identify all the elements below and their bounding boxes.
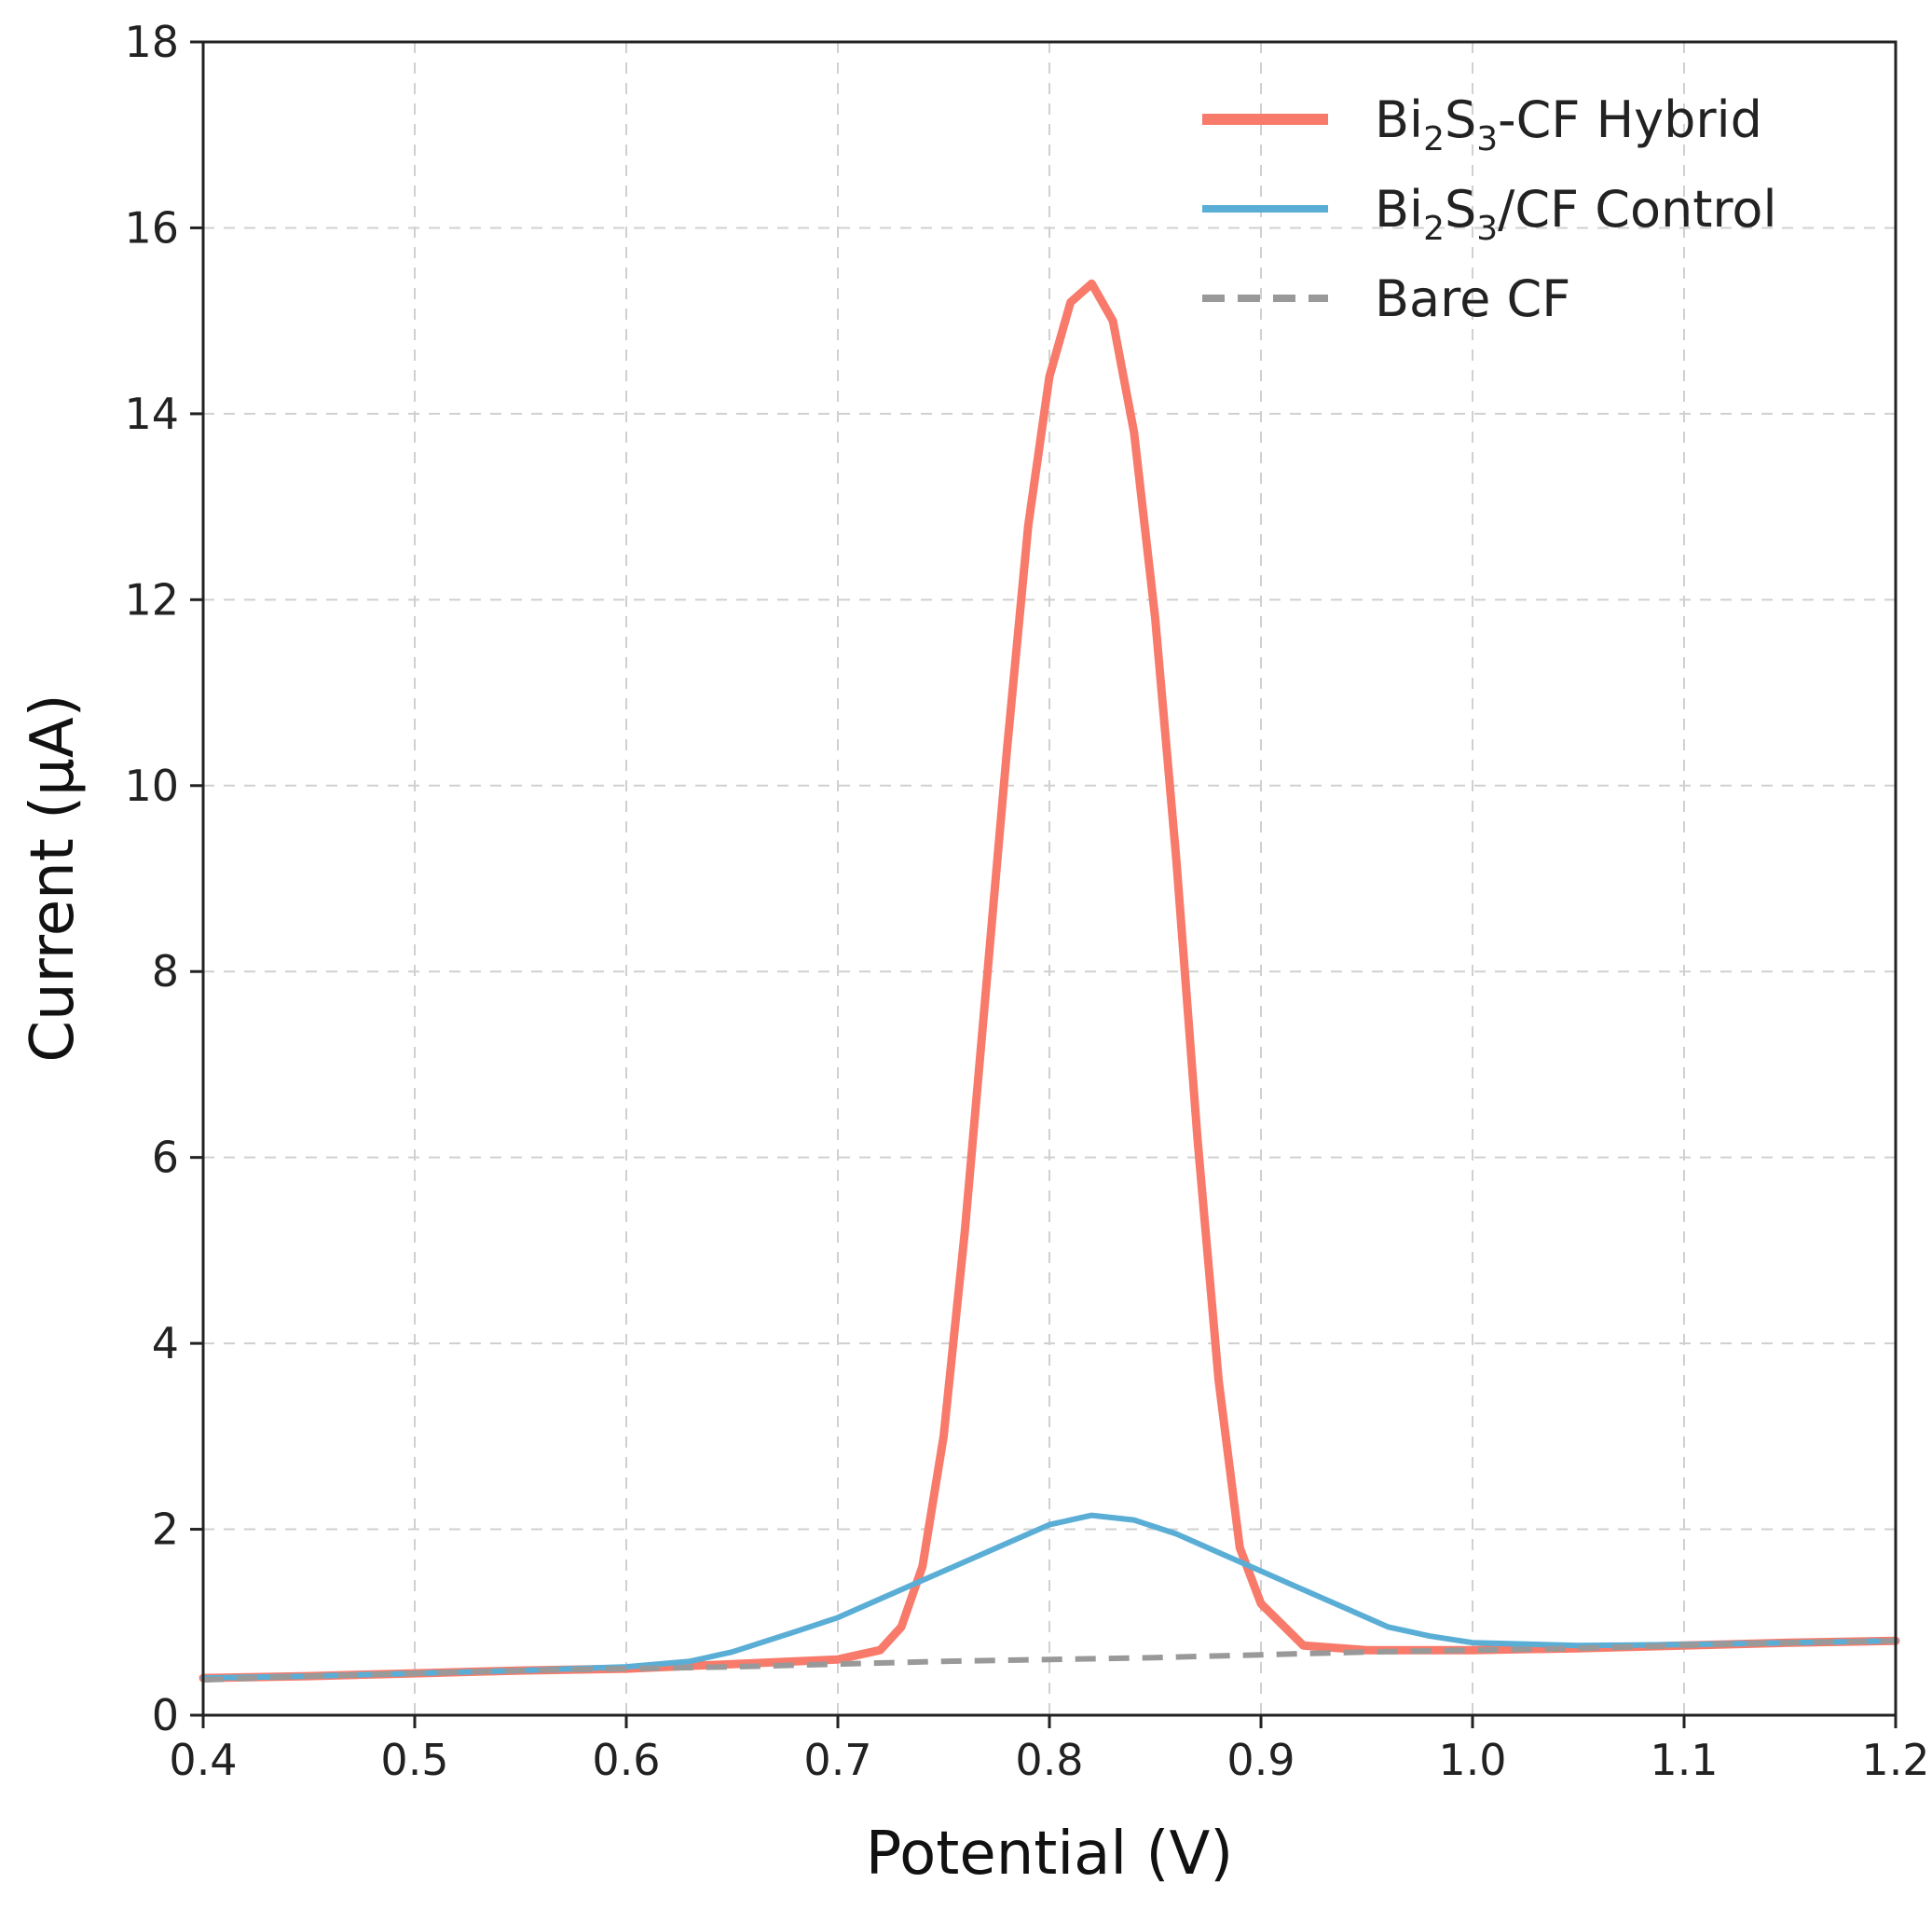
grid-layer [203, 42, 1896, 1715]
tick-layer: 0.4 0.5 0.6 0.7 0.8 0.9 1.0 1.1 1.2 0 2 4 6 8 10 12 14 16… [124, 17, 1929, 1785]
x-tick-label: 0.4 [169, 1735, 237, 1785]
x-tick-label: 1.2 [1861, 1735, 1929, 1785]
y-tick-label: 4 [152, 1318, 179, 1368]
y-tick-label: 6 [152, 1133, 179, 1183]
y-tick-label: 14 [124, 389, 179, 439]
y-tick-label: 10 [124, 761, 179, 811]
x-tick-label: 0.6 [592, 1735, 660, 1785]
legend-label-0: Bi2S3-CF Hybrid [1375, 90, 1762, 158]
legend: Bi2S3-CF Hybrid Bi2S3/CF Control Bare CF [1202, 90, 1776, 328]
x-tick-label: 1.1 [1650, 1735, 1718, 1785]
legend-label-1: Bi2S3/CF Control [1375, 180, 1776, 248]
y-tick-label: 2 [152, 1505, 179, 1555]
y-tick-label: 12 [124, 574, 179, 625]
y-tick-label: 0 [152, 1690, 179, 1740]
y-tick-label: 8 [152, 946, 179, 996]
series-layer [199, 279, 1900, 1684]
x-tick-label: 0.9 [1226, 1735, 1295, 1785]
series-line-2 [202, 1638, 1897, 1684]
x-tick-label: 0.7 [803, 1735, 871, 1785]
x-axis-title: Potential (V) [866, 1820, 1233, 1889]
series-line-1 [200, 1512, 1898, 1682]
x-tick-label: 0.5 [380, 1735, 448, 1785]
legend-label-2: Bare CF [1375, 269, 1570, 328]
y-tick-label: 18 [124, 17, 179, 67]
series-line-0 [199, 279, 1900, 1683]
y-tick-label: 16 [124, 202, 179, 253]
x-tick-label: 1.0 [1438, 1735, 1506, 1785]
x-tick-label: 0.8 [1015, 1735, 1083, 1785]
y-axis-title: Current (μA) [19, 694, 88, 1062]
